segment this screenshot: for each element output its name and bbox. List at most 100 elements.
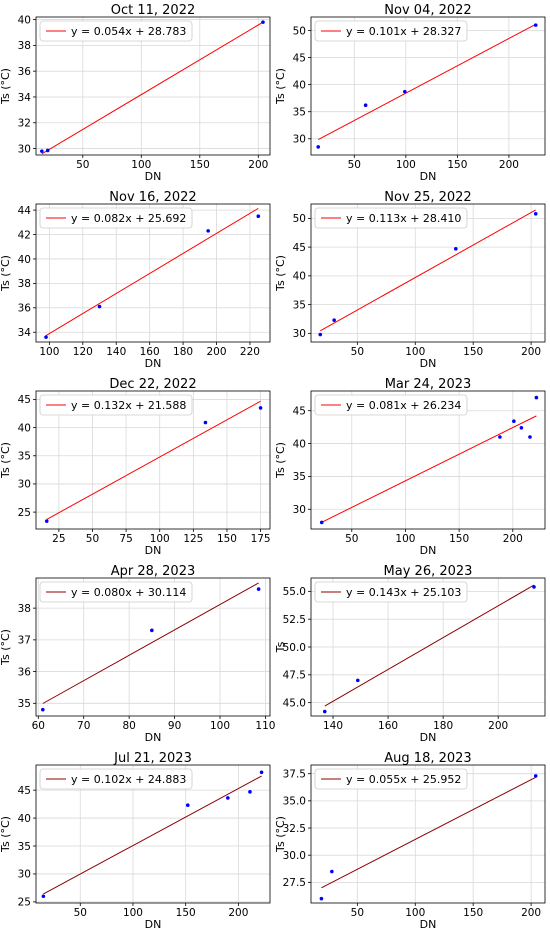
x-tick-label: 200 bbox=[503, 533, 523, 545]
x-tick-label: 120 bbox=[73, 346, 93, 358]
y-tick-label: 35.0 bbox=[283, 796, 306, 808]
data-point bbox=[512, 419, 516, 424]
y-tick-label: 34 bbox=[18, 327, 32, 339]
x-tick-label: 200 bbox=[521, 346, 541, 358]
legend-label: y = 0.081x + 26.234 bbox=[346, 399, 461, 412]
y-tick-label: 35 bbox=[18, 841, 31, 853]
legend-box bbox=[39, 581, 193, 603]
chart-panel: May 26, 2023 140 160 180 200 45.0 47.5 50.0 52.5… bbox=[274, 561, 550, 748]
data-point bbox=[226, 796, 230, 800]
legend-box bbox=[39, 207, 193, 229]
x-tick-label: 100 bbox=[396, 159, 416, 171]
data-point bbox=[261, 20, 265, 24]
data-point bbox=[454, 247, 458, 251]
y-axis-label: Ts (°C) bbox=[0, 442, 12, 479]
legend-box bbox=[314, 581, 468, 603]
data-point bbox=[532, 585, 536, 589]
y-axis-label: Ts bbox=[275, 641, 287, 653]
data-point bbox=[41, 894, 46, 899]
x-tick-label: 100 bbox=[123, 907, 143, 919]
y-tick-label: 45 bbox=[293, 52, 306, 64]
x-axis-label: DN bbox=[420, 544, 437, 557]
x-tick-label: 180 bbox=[173, 346, 193, 358]
chart-panel: Nov 16, 2022 100 120 140 160 180 200 220 34 36 38 4… bbox=[0, 187, 275, 374]
x-axis-label: DN bbox=[145, 357, 162, 370]
y-tick-label: 27.5 bbox=[283, 877, 306, 889]
legend-label: y = 0.102x + 24.883 bbox=[71, 773, 186, 786]
x-tick-label: 200 bbox=[488, 720, 508, 732]
y-tick-label: 50 bbox=[293, 213, 306, 225]
legend-box bbox=[314, 394, 468, 416]
x-tick-label: 50 bbox=[86, 533, 99, 545]
plot-frame bbox=[35, 390, 271, 530]
y-tick-label: 34 bbox=[18, 92, 32, 104]
x-tick-label: 50 bbox=[345, 533, 358, 545]
x-tick-label: 140 bbox=[106, 346, 126, 358]
y-axis-label: Ts (°C) bbox=[275, 255, 287, 292]
y-tick-label: 35 bbox=[293, 107, 306, 119]
y-tick-label: 40 bbox=[18, 422, 31, 434]
x-tick-label: 50 bbox=[351, 346, 364, 358]
chart-svg: Dec 22, 2022 25 50 75 100 125 150 175 25 30 35 40 45… bbox=[0, 377, 271, 557]
y-tick-label: 30 bbox=[293, 504, 306, 516]
y-tick-label: 37 bbox=[18, 635, 31, 647]
chart-title: Aug 18, 2023 bbox=[384, 751, 471, 766]
data-point bbox=[533, 211, 538, 216]
y-tick-label: 44 bbox=[18, 205, 32, 217]
y-tick-label: 40 bbox=[293, 271, 306, 283]
legend-label: y = 0.101x + 28.327 bbox=[346, 25, 461, 38]
data-point bbox=[533, 774, 538, 778]
x-tick-label: 200 bbox=[228, 907, 248, 919]
x-axis-label: DN bbox=[145, 544, 162, 557]
legend-label: y = 0.082x + 25.692 bbox=[71, 212, 186, 225]
legend-box bbox=[39, 768, 193, 790]
chart-title: Mar 24, 2023 bbox=[385, 377, 472, 392]
y-tick-label: 47.5 bbox=[283, 670, 306, 682]
y-tick-label: 40 bbox=[293, 79, 306, 91]
y-tick-label: 36 bbox=[18, 666, 32, 678]
legend-box bbox=[314, 20, 468, 42]
x-tick-label: 140 bbox=[323, 720, 343, 732]
y-tick-label: 40 bbox=[18, 254, 31, 266]
x-tick-label: 150 bbox=[217, 533, 237, 545]
x-tick-label: 100 bbox=[39, 346, 59, 358]
chart-svg: Jul 21, 2023 50 100 150 200 25 30 35 40 45 DN Ts (°… bbox=[0, 751, 271, 931]
x-tick-label: 100 bbox=[150, 533, 170, 545]
chart-panel: Nov 25, 2022 50 100 150 200 30 35 40 45 50 DN Ts (°… bbox=[274, 187, 550, 374]
x-axis-label: DN bbox=[420, 357, 437, 370]
fit-line bbox=[43, 775, 262, 895]
y-axis-label: Ts (°C) bbox=[0, 629, 12, 666]
x-tick-label: 160 bbox=[378, 720, 398, 732]
fit-line bbox=[41, 21, 264, 155]
chart-title: Apr 28, 2023 bbox=[111, 564, 196, 579]
data-point bbox=[533, 23, 538, 27]
x-tick-label: 150 bbox=[190, 159, 210, 171]
x-tick-label: 50 bbox=[348, 159, 361, 171]
chart-title: Jul 21, 2023 bbox=[113, 751, 192, 766]
data-point bbox=[150, 628, 154, 633]
data-point bbox=[44, 519, 49, 523]
chart-title: Nov 04, 2022 bbox=[384, 3, 471, 18]
chart-title: May 26, 2023 bbox=[384, 564, 473, 579]
chart-title: Nov 16, 2022 bbox=[109, 190, 196, 205]
chart-panel: Mar 24, 2023 50 100 150 200 30 35 40 45 DN Ts (°C)… bbox=[274, 374, 550, 561]
y-axis-label: Ts (°C) bbox=[275, 442, 287, 479]
chart-title: Nov 25, 2022 bbox=[384, 190, 471, 205]
x-tick-label: 100 bbox=[405, 346, 425, 358]
x-tick-label: 150 bbox=[176, 907, 196, 919]
data-point bbox=[403, 89, 407, 94]
chart-title: Oct 11, 2022 bbox=[111, 3, 196, 18]
y-tick-label: 42 bbox=[18, 229, 31, 241]
x-axis-label: DN bbox=[420, 918, 437, 931]
x-tick-label: 100 bbox=[131, 159, 151, 171]
chart-panel: Nov 04, 2022 50 100 150 200 30 35 40 45 50 DN Ts (°… bbox=[274, 0, 550, 187]
fit-line bbox=[45, 207, 259, 336]
x-axis-label: DN bbox=[145, 918, 162, 931]
x-tick-label: 175 bbox=[251, 533, 271, 545]
chart-panel: Oct 11, 2022 50 100 150 200 30 32 34 36 38 40 DN Ts … bbox=[0, 0, 275, 187]
x-tick-label: 50 bbox=[351, 907, 364, 919]
y-tick-label: 30 bbox=[18, 869, 31, 881]
chart-title: Dec 22, 2022 bbox=[109, 377, 196, 392]
y-tick-label: 45 bbox=[18, 394, 31, 406]
plot-frame bbox=[35, 16, 271, 156]
